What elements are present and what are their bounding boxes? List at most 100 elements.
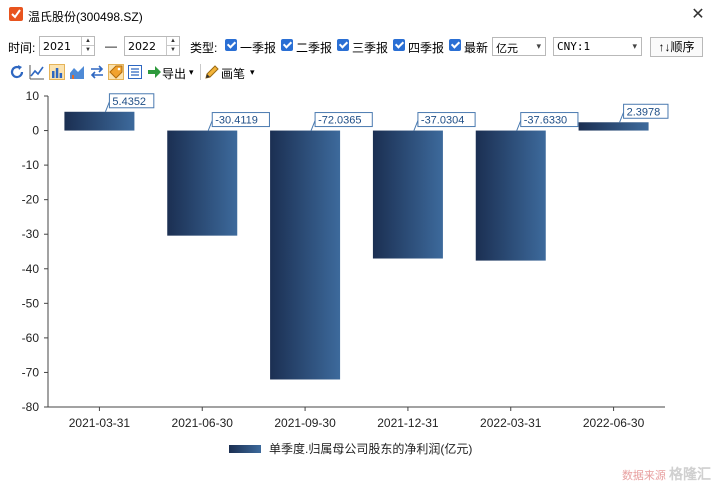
close-button[interactable]: ✕ bbox=[691, 6, 705, 23]
label-leader-line bbox=[413, 120, 419, 131]
y-tick-label: -70 bbox=[22, 365, 40, 379]
data-label-text: -30.4119 bbox=[215, 115, 258, 127]
pencil-icon[interactable] bbox=[204, 64, 220, 80]
chart-bars bbox=[64, 111, 649, 380]
chart-toolbar: 导出 ▾ 画笔 ▾ bbox=[0, 61, 719, 83]
unit-value: 亿元 bbox=[496, 42, 518, 55]
chevron-down-icon: ▾ bbox=[632, 41, 637, 51]
data-label-text: 5.4352 bbox=[112, 96, 146, 108]
unit-select[interactable]: 亿元 ▾ bbox=[492, 37, 546, 56]
y-tick-label: -40 bbox=[22, 262, 40, 276]
label-leader-line bbox=[516, 120, 522, 131]
export-button[interactable]: 导出 bbox=[162, 67, 187, 81]
spin-up-icon[interactable]: ▲ bbox=[167, 37, 179, 46]
y-tick-label: -50 bbox=[22, 296, 40, 310]
filter-toolbar: 时间: 2021 ▲ ▼ — 2022 ▲ ▼ 类型: 一季报 二季报 三季报 四季… bbox=[0, 33, 719, 59]
q3-label: 三季报 bbox=[352, 41, 389, 55]
label-box bbox=[623, 103, 669, 119]
bar-chart-icon[interactable] bbox=[49, 64, 65, 80]
x-tick-label: 2022-06-30 bbox=[583, 416, 645, 430]
y-tick-label: -20 bbox=[22, 193, 40, 207]
start-year-spinner[interactable]: 2021 ▲ ▼ bbox=[39, 36, 95, 56]
swap-axis-icon[interactable] bbox=[89, 64, 105, 80]
line-chart-icon[interactable] bbox=[29, 64, 45, 80]
watermark-brand: 格隆汇 bbox=[669, 466, 711, 482]
legend-label: 单季度.归属母公司股东的净利润(亿元) bbox=[269, 441, 472, 456]
bar[interactable] bbox=[578, 122, 649, 131]
bar[interactable] bbox=[167, 130, 238, 236]
label-box bbox=[108, 93, 155, 109]
latest-label: 最新 bbox=[464, 41, 489, 55]
q4-label: 四季报 bbox=[408, 41, 445, 55]
data-label: -72.0365 bbox=[310, 112, 373, 131]
bar[interactable] bbox=[372, 130, 443, 259]
legend-swatch bbox=[229, 445, 261, 453]
refresh-icon[interactable] bbox=[9, 64, 25, 80]
y-tick-label: -80 bbox=[22, 400, 40, 414]
start-year-value: 2021 bbox=[43, 40, 71, 53]
end-year-spinner[interactable]: 2022 ▲ ▼ bbox=[124, 36, 180, 56]
y-tick-label: 10 bbox=[26, 89, 40, 103]
bar-chart: 10 0 -10 -20 -30 -40 -50 -60 -70 -80 2021-03-31 202… bbox=[22, 89, 669, 456]
label-box bbox=[314, 112, 373, 128]
q3-checkbox[interactable] bbox=[337, 39, 349, 51]
brush-button[interactable]: 画笔 bbox=[221, 67, 246, 81]
x-tick-label: 2021-12-31 bbox=[377, 416, 439, 430]
data-label-text: -37.6330 bbox=[524, 115, 567, 127]
q4-checkbox[interactable] bbox=[393, 39, 405, 51]
area-chart-icon[interactable] bbox=[69, 64, 85, 80]
data-label: -37.0304 bbox=[413, 112, 476, 131]
y-tick-label: -60 bbox=[22, 331, 40, 345]
x-tick-label: 2021-06-30 bbox=[172, 416, 234, 430]
bar[interactable] bbox=[270, 130, 341, 380]
export-dropdown-icon[interactable]: ▾ bbox=[189, 67, 194, 77]
q1-checkbox[interactable] bbox=[225, 39, 237, 51]
q1-label: 一季报 bbox=[240, 41, 277, 55]
chart-data-labels: 5.4352 -30.4119 -72.0365 -37.0304 -37.6330 2.… bbox=[104, 93, 669, 131]
chart-legend[interactable]: 单季度.归属母公司股东的净利润(亿元) bbox=[229, 441, 472, 456]
y-tick-label: -10 bbox=[22, 158, 40, 172]
data-label: 5.4352 bbox=[104, 93, 155, 112]
export-arrow-icon[interactable] bbox=[146, 64, 162, 80]
label-box bbox=[211, 112, 270, 128]
q2-label: 二季报 bbox=[296, 41, 333, 55]
type-label: 类型: bbox=[190, 41, 218, 55]
bar[interactable] bbox=[64, 111, 135, 131]
data-label-text: -37.0304 bbox=[421, 115, 464, 127]
data-label: 2.3978 bbox=[619, 103, 669, 123]
label-leader-line bbox=[207, 120, 213, 131]
x-tick-label: 2022-03-31 bbox=[480, 416, 542, 430]
tag-icon[interactable] bbox=[108, 64, 124, 80]
label-box bbox=[417, 112, 476, 128]
label-leader-line bbox=[619, 112, 625, 123]
table-list-icon[interactable] bbox=[127, 64, 143, 80]
chevron-down-icon: ▾ bbox=[536, 41, 541, 51]
latest-checkbox[interactable] bbox=[449, 39, 461, 51]
spin-up-icon[interactable]: ▲ bbox=[82, 37, 94, 46]
chart-axes: 10 0 -10 -20 -30 -40 -50 -60 -70 -80 2021-03-31 202… bbox=[22, 89, 665, 430]
y-tick-label: 0 bbox=[32, 124, 39, 138]
q2-checkbox[interactable] bbox=[281, 39, 293, 51]
label-leader-line bbox=[104, 101, 110, 112]
currency-value: CNY:1 bbox=[557, 40, 591, 53]
bar[interactable] bbox=[475, 130, 546, 261]
spin-down-icon[interactable]: ▼ bbox=[170, 47, 176, 53]
brush-dropdown-icon[interactable]: ▾ bbox=[250, 67, 255, 77]
spin-down-icon[interactable]: ▼ bbox=[85, 47, 91, 53]
end-year-value: 2022 bbox=[128, 40, 156, 53]
time-label: 时间: bbox=[8, 41, 36, 55]
window-title: 温氏股份(300498.SZ) bbox=[28, 10, 143, 24]
sort-order-button[interactable]: ↑↓顺序 bbox=[650, 37, 703, 57]
label-box bbox=[520, 112, 579, 128]
data-label: -30.4119 bbox=[207, 112, 270, 131]
label-leader-line bbox=[310, 120, 316, 131]
title-bar: 温氏股份(300498.SZ) ✕ bbox=[0, 0, 719, 30]
currency-select[interactable]: CNY:1 ▾ bbox=[553, 37, 642, 56]
data-label-text: -72.0365 bbox=[318, 115, 361, 127]
data-label: -37.6330 bbox=[516, 112, 579, 131]
watermark: 数据来源 格隆汇 bbox=[622, 464, 711, 484]
y-tick-label: -30 bbox=[22, 227, 40, 241]
watermark-source: 数据来源 bbox=[621, 470, 666, 482]
x-tick-label: 2021-09-30 bbox=[274, 416, 336, 430]
x-tick-label: 2021-03-31 bbox=[69, 416, 131, 430]
